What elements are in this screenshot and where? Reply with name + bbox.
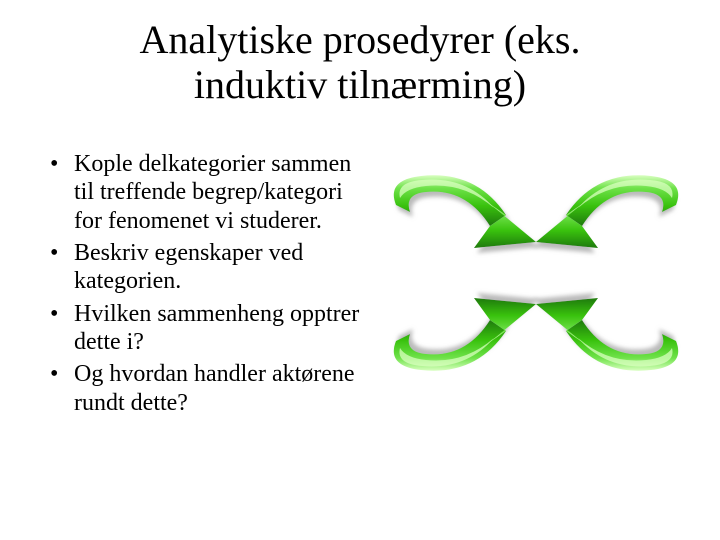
arrow-bottom-right-icon: [536, 298, 678, 371]
arrow-bottom-left-icon: [394, 298, 536, 371]
list-item: Og hvordan handler aktørene rundt dette?: [50, 360, 360, 417]
bullet-text: Hvilken sammenheng opptrer dette i?: [74, 301, 359, 355]
bullet-text: Kople delkategorier sammen til treffende…: [74, 151, 351, 234]
bullet-text: Beskriv egenskaper ved kategorien.: [74, 240, 303, 294]
arrow-top-right-icon: [536, 175, 678, 248]
bullet-text: Og hvordan handler aktørene rundt dette?: [74, 361, 355, 415]
title-line-2: induktiv tilnærming): [194, 62, 526, 107]
list-item: Kople delkategorier sammen til treffende…: [50, 150, 360, 235]
slide-title: Analytiske prosedyrer (eks. induktiv til…: [0, 18, 720, 108]
list-item: Hvilken sammenheng opptrer dette i?: [50, 300, 360, 357]
bullet-list: Kople delkategorier sammen til treffende…: [50, 150, 360, 421]
list-item: Beskriv egenskaper ved kategorien.: [50, 239, 360, 296]
arrows-svg: [376, 158, 696, 388]
title-line-1: Analytiske prosedyrer (eks.: [140, 17, 581, 62]
arrows-graphic: [376, 158, 696, 388]
arrow-top-left-icon: [394, 175, 536, 248]
slide: Analytiske prosedyrer (eks. induktiv til…: [0, 0, 720, 540]
